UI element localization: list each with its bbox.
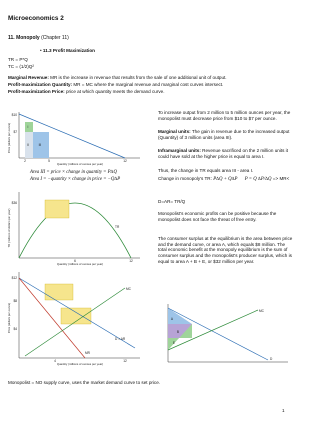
subsection-text: 11.3 Profit Maximization [42,48,95,53]
figure: Price (dollars per ounce) Quantity (milli… [7,272,140,366]
tick-label: $4 [13,327,17,331]
curve-label: MR [85,351,91,355]
tick-label: 6 [74,259,76,263]
title: Microeconomics 2 [8,15,64,22]
paragraph: To increase output from 2 million to 5 m… [158,110,291,121]
text: The gain in revenue due to the increased… [158,129,290,140]
tick-label: 12 [129,259,133,263]
definition: Profit-maximization Quantity: MR = MC wh… [8,82,296,88]
tick-label: 12 [123,359,127,363]
section-ref: (Chapter 11) [41,35,69,41]
formula: P∆Q + Q∆P [213,177,238,182]
area-label: E [173,341,175,345]
term: Marginal Revenue: [8,75,49,80]
figure: TR (millions of dollars per year) Quantit… [7,192,140,266]
formula: P = Q ∆P/∆Q [244,177,272,182]
definition: Profit-maximization Price: price at whic… [8,89,296,95]
text: price at which quantity meets the demand… [65,89,165,94]
y-axis-label: Price (dollars per ounce) [7,303,11,334]
term: Profit-maximization Quantity: [8,82,73,87]
paragraph: The consumer surplus at the equilibrium … [158,236,293,264]
tick-label: $7 [13,130,17,134]
area-formula: Area III = price × change in quantity = … [30,170,117,175]
footer-note: Monopolist = NO supply curve, uses the m… [8,380,161,385]
text: MR is the increase in revenue that resul… [50,75,227,80]
tick-label: $12 [12,276,18,280]
tick-label: 4 [54,359,56,363]
paragraph: Inframarginal units: Revenue sacrificed … [158,148,294,159]
term: Inframarginal units: [158,148,201,153]
tick-label: 12 [123,159,127,163]
area-label: B [177,330,179,334]
term: Profit-maximization Price: [8,89,65,94]
y-axis-label: Price (dollars per ounce) [7,123,11,154]
paragraph: Monopolist's economic profits can be pos… [158,211,277,222]
x-axis-label: Quantity (millions of ounces per year) [57,262,103,266]
definition: Marginal Revenue: MR is the increase in … [8,75,296,81]
curve-label: MC [259,309,265,313]
tick-label: 5 [48,159,50,163]
area-label: III [39,143,42,147]
area-formula: Area I = −quantity × change in price = −… [30,177,121,182]
curve-label: TR [115,225,120,229]
term: Marginal units: [158,129,191,134]
formula: TR = P*Q [8,57,28,62]
x-axis-label: Quantity (millions of ounces per year) [57,362,103,366]
curve-label: MC [126,287,132,291]
subsection: • 11.3 Profit Maximization [40,48,95,53]
tick-label: $8 [13,299,17,303]
paragraph: Marginal units: The gain in revenue due … [158,129,294,140]
paragraph: Change in monopoly's TR: P∆Q + Q∆P P = Q… [158,176,298,183]
document-page: Microeconomics 2 11. Monopoly (Chapter 1… [7,15,298,413]
paragraph: Thus, the change in TR equals area III -… [158,168,254,173]
figure: A B E MC D [167,304,288,363]
area-label: II [27,143,29,147]
tick-label: 2 [24,159,26,163]
tick-label: $36 [12,201,18,205]
figure: Price (dollars per ounce) Quantity (milli… [7,112,140,166]
page-number: 1 [282,408,285,413]
tick-label: $10 [12,113,18,117]
curve-label: D = AR [115,337,126,341]
text: Revenue sacrificed on the 2 million unit… [158,148,288,159]
area-label: I [28,125,29,129]
text: MR = MC where the marginal revenue and m… [73,82,224,87]
area-label: A [171,317,174,321]
section: 11. Monopoly [8,35,40,41]
x-axis-label: Quantity (millions of ounces per year) [57,162,103,166]
formula: TC = (1/2)Q² [8,64,34,69]
y-axis-label: TR (millions of dollars per year) [7,209,11,248]
text: => MR< [272,176,290,181]
paragraph: D=AR= TR/Q [158,199,186,204]
text: Change in monopoly's TR: [158,176,212,181]
section-heading: 11. Monopoly (Chapter 11) [8,35,69,41]
curve-label: D [270,357,273,361]
